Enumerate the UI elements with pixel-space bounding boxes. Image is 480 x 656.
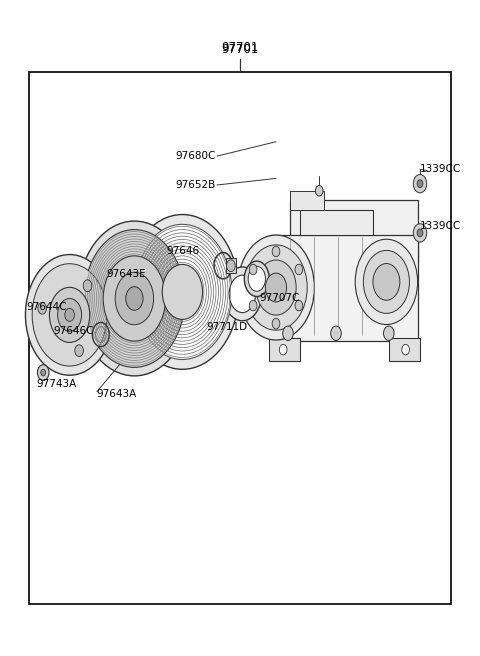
Text: 97680C: 97680C (176, 151, 216, 161)
Text: 97644C: 97644C (27, 302, 67, 312)
Text: 97643E: 97643E (107, 269, 146, 279)
Circle shape (25, 255, 114, 375)
Circle shape (37, 365, 49, 380)
Circle shape (162, 264, 203, 319)
Circle shape (265, 273, 287, 302)
Circle shape (49, 287, 90, 342)
Circle shape (227, 260, 235, 272)
Circle shape (84, 230, 185, 367)
Text: 97711D: 97711D (206, 321, 248, 332)
Text: 1339CC: 1339CC (420, 164, 461, 174)
Circle shape (126, 215, 239, 369)
Circle shape (355, 239, 418, 325)
Circle shape (38, 302, 47, 314)
Circle shape (384, 326, 394, 340)
Circle shape (65, 308, 74, 321)
Circle shape (78, 221, 191, 376)
Circle shape (83, 280, 92, 292)
Circle shape (295, 264, 303, 275)
Bar (226, 258, 236, 273)
Circle shape (279, 344, 287, 355)
Bar (269, 338, 300, 361)
Circle shape (58, 298, 82, 331)
Text: 97743A: 97743A (36, 379, 76, 389)
Circle shape (402, 344, 409, 355)
Circle shape (283, 326, 293, 340)
Circle shape (373, 264, 400, 300)
Circle shape (41, 369, 46, 376)
Circle shape (238, 235, 314, 340)
Circle shape (295, 300, 303, 311)
Circle shape (249, 300, 257, 311)
Circle shape (413, 174, 427, 193)
Text: 97701: 97701 (221, 41, 259, 54)
Circle shape (256, 260, 296, 315)
Circle shape (133, 224, 232, 359)
Circle shape (413, 224, 427, 242)
Text: 97643A: 97643A (96, 388, 136, 399)
Ellipse shape (229, 275, 255, 313)
Bar (29, 72, 451, 604)
Bar (271, 236, 418, 341)
Circle shape (75, 345, 84, 357)
Text: 97646C: 97646C (53, 326, 94, 337)
Circle shape (126, 287, 143, 310)
Bar (290, 200, 418, 262)
Circle shape (245, 245, 307, 330)
Circle shape (315, 186, 323, 196)
Text: 97707C: 97707C (259, 293, 300, 303)
Text: 97652B: 97652B (176, 180, 216, 190)
Circle shape (331, 326, 341, 340)
Bar (290, 191, 324, 211)
Ellipse shape (223, 267, 262, 321)
Ellipse shape (248, 266, 265, 291)
Circle shape (249, 264, 257, 275)
Circle shape (417, 180, 423, 188)
Circle shape (363, 251, 409, 314)
Circle shape (103, 256, 166, 341)
Bar (389, 338, 420, 361)
Text: 97701: 97701 (221, 43, 259, 56)
Circle shape (417, 229, 423, 237)
Text: 1339CC: 1339CC (420, 220, 461, 231)
Circle shape (32, 264, 107, 366)
Bar (300, 211, 373, 236)
Circle shape (115, 272, 154, 325)
Circle shape (272, 318, 280, 329)
Ellipse shape (244, 261, 269, 297)
Text: 97646: 97646 (166, 245, 199, 256)
Circle shape (272, 246, 280, 256)
